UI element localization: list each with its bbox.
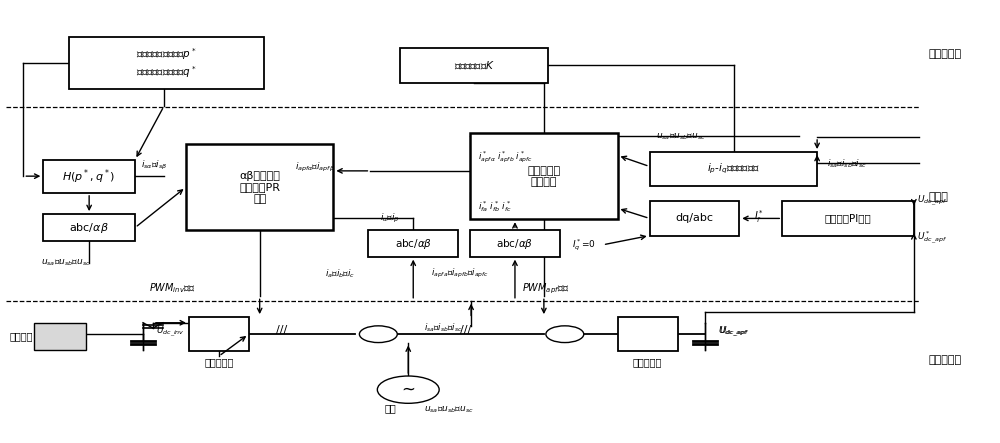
Text: $U_{dc\_apf}$: $U_{dc\_apf}$: [917, 194, 947, 208]
Text: 光伏阵列: 光伏阵列: [9, 331, 33, 341]
Text: $PWM_{apf}$信号: $PWM_{apf}$信号: [522, 281, 569, 295]
Text: $U_{dc\_apf}$: $U_{dc\_apf}$: [718, 324, 748, 339]
Text: ///: ///: [276, 325, 287, 335]
Text: abc/$\alpha\beta$: abc/$\alpha\beta$: [496, 237, 534, 250]
Bar: [34, 323, 86, 350]
Text: 电压外环PI控制: 电压外环PI控制: [825, 214, 871, 223]
Text: dq/abc: dq/abc: [675, 214, 713, 223]
Text: abc/$\alpha\beta$: abc/$\alpha\beta$: [69, 221, 109, 235]
Circle shape: [359, 326, 397, 342]
Text: $U_{dc\_apf}$: $U_{dc\_apf}$: [719, 324, 749, 339]
Text: $i_{sa}$、$i_{sb}$、$i_{sc}$: $i_{sa}$、$i_{sb}$、$i_{sc}$: [424, 322, 463, 334]
Text: $i_{s\alpha}$、$i_{s\beta}$: $i_{s\alpha}$、$i_{s\beta}$: [141, 159, 167, 172]
FancyBboxPatch shape: [43, 160, 135, 193]
Text: $U_{dc\_inv}$: $U_{dc\_inv}$: [156, 324, 185, 339]
Text: 硬件执行层: 硬件执行层: [929, 355, 962, 365]
Text: $i_{\alpha}$、$i_{\beta}$: $i_{\alpha}$、$i_{\beta}$: [380, 211, 400, 225]
Text: $PWM_{inv}$信号: $PWM_{inv}$信号: [149, 281, 195, 295]
FancyBboxPatch shape: [368, 230, 458, 256]
Text: $u_{sa}$、$u_{sb}$、$u_{sc}$: $u_{sa}$、$u_{sb}$、$u_{sc}$: [656, 132, 705, 142]
Text: $I^*_f$: $I^*_f$: [754, 209, 764, 225]
Text: $u_{sa}$、$u_{sb}$、$u_{sc}$: $u_{sa}$、$u_{sb}$、$u_{sc}$: [424, 404, 474, 415]
FancyBboxPatch shape: [470, 230, 560, 256]
Text: $H(p^*,q^*)$: $H(p^*,q^*)$: [62, 167, 116, 186]
FancyBboxPatch shape: [400, 47, 548, 83]
Text: $u_{sa}$、$u_{sb}$、$u_{sc}$: $u_{sa}$、$u_{sb}$、$u_{sc}$: [41, 258, 91, 268]
Circle shape: [377, 376, 439, 403]
Text: $i_a$、$i_b$、$i_c$: $i_a$、$i_b$、$i_c$: [325, 267, 356, 280]
Text: 有源滤波器: 有源滤波器: [633, 358, 662, 367]
FancyBboxPatch shape: [650, 201, 739, 236]
Text: $i_{sa}$、$i_{sb}$、$i_{sc}$: $i_{sa}$、$i_{sb}$、$i_{sc}$: [827, 157, 867, 170]
Circle shape: [546, 326, 584, 342]
FancyBboxPatch shape: [650, 152, 817, 187]
FancyBboxPatch shape: [189, 317, 249, 351]
FancyBboxPatch shape: [470, 133, 618, 219]
FancyBboxPatch shape: [782, 201, 914, 236]
Text: ///: ///: [460, 325, 471, 335]
Text: $I^*_q$=0: $I^*_q$=0: [572, 237, 596, 253]
Text: 软件层: 软件层: [929, 192, 949, 202]
FancyBboxPatch shape: [69, 37, 264, 89]
Text: $U^*_{dc\_apf}$: $U^*_{dc\_apf}$: [917, 229, 947, 246]
FancyBboxPatch shape: [43, 214, 135, 241]
Text: 给定加权系数$K$: 给定加权系数$K$: [454, 59, 494, 71]
Text: $i_p$-$i_q$谐波检测算法: $i_p$-$i_q$谐波检测算法: [707, 162, 760, 176]
Text: ~: ~: [401, 381, 415, 399]
Text: $i^*_{fa}$ $i^*_{fb}$ $i^*_{fc}$: $i^*_{fa}$ $i^*_{fb}$ $i^*_{fc}$: [478, 199, 512, 214]
Text: 协同决策层: 协同决策层: [929, 49, 962, 59]
Text: 给定有功功率参考值$p^*$
给定无功功率参考值$q^*$: 给定有功功率参考值$p^*$ 给定无功功率参考值$q^*$: [136, 46, 197, 80]
Text: 电流内环无
差拍控制: 电流内环无 差拍控制: [527, 166, 560, 187]
Text: $i_{apf\alpha}$、$i_{apf\beta}$: $i_{apf\alpha}$、$i_{apf\beta}$: [295, 161, 335, 174]
Text: 电网: 电网: [384, 403, 396, 413]
Text: αβ坐标系下
电流内环PR
控制: αβ坐标系下 电流内环PR 控制: [239, 171, 280, 204]
Text: $i^*_{apf\alpha}$ $i^*_{apfb}$ $i^*_{apfc}$: $i^*_{apf\alpha}$ $i^*_{apfb}$ $i^*_{apf…: [478, 149, 533, 164]
FancyBboxPatch shape: [186, 144, 333, 230]
Text: $i_{apfa}$、$i_{apfb}$、$i_{apfc}$: $i_{apfa}$、$i_{apfb}$、$i_{apfc}$: [431, 267, 489, 280]
Text: 微网逆变器: 微网逆变器: [204, 358, 233, 367]
FancyBboxPatch shape: [618, 317, 678, 351]
Text: abc/$\alpha\beta$: abc/$\alpha\beta$: [395, 237, 432, 250]
